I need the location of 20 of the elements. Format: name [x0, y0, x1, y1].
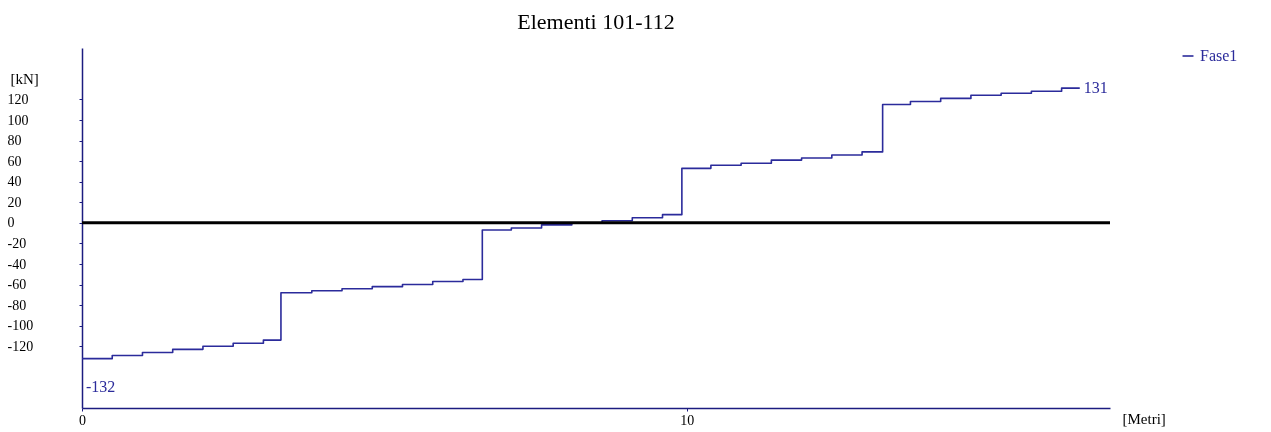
y-tick-label: -80 — [7, 297, 27, 313]
annotation: -132 — [86, 377, 116, 395]
y-tick-label: 100 — [7, 112, 29, 128]
y-tick-label: 120 — [7, 91, 29, 107]
y-tick-label: -60 — [7, 277, 27, 293]
y-tick-label: -20 — [7, 235, 27, 251]
y-axis-title: [kN] — [10, 70, 39, 87]
x-tick-label: 10 — [680, 412, 695, 428]
annotation: 131 — [1083, 79, 1108, 97]
y-tick-label: -120 — [7, 338, 34, 354]
y-tick-label: 0 — [7, 215, 15, 231]
y-tick-label: -40 — [7, 256, 27, 272]
chart-title: Elementi 101-112 — [517, 9, 675, 34]
y-tick-label: 60 — [7, 153, 22, 169]
y-tick-label: 80 — [7, 133, 22, 149]
x-axis-title: [Metri] — [1122, 410, 1166, 427]
y-tick-label: -100 — [7, 318, 34, 334]
y-tick-label: 40 — [7, 174, 22, 190]
legend-label: Fase1 — [1200, 47, 1238, 64]
y-tick-label: 20 — [7, 194, 22, 210]
